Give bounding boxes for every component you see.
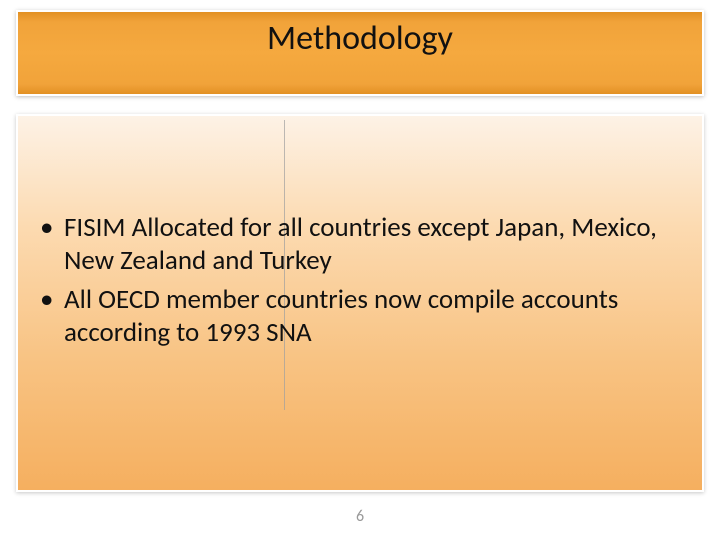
- bullet-item: All OECD member countries now compile ac…: [36, 284, 686, 350]
- title-box: Methodology: [16, 10, 704, 96]
- content-box: FISIM Allocated for all countries except…: [16, 114, 704, 492]
- page-number: 6: [0, 507, 720, 526]
- bullet-list: FISIM Allocated for all countries except…: [36, 212, 686, 356]
- slide-title: Methodology: [18, 18, 702, 59]
- slide: Methodology FISIM Allocated for all coun…: [0, 0, 720, 540]
- bullet-item: FISIM Allocated for all countries except…: [36, 212, 686, 278]
